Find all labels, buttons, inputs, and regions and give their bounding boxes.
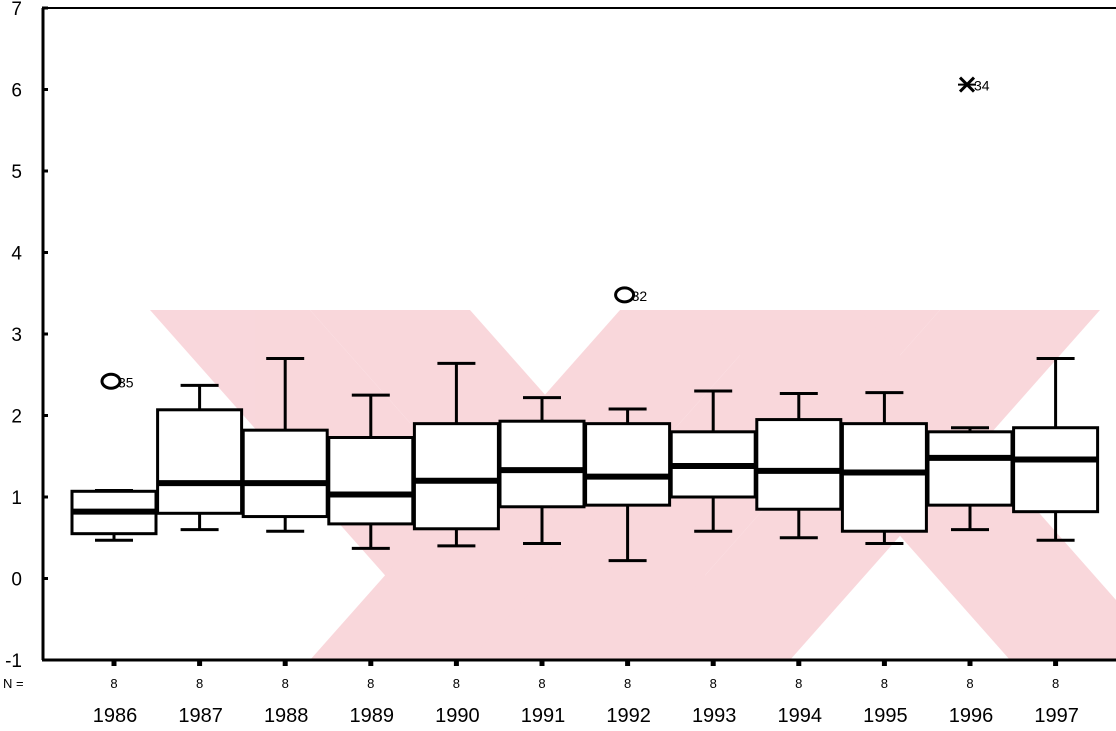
n-prefix-label: N = [3,676,24,691]
outlier-1996: 34 [958,76,990,94]
n-count-label: 8 [1052,676,1059,691]
box-1993 [669,389,757,533]
n-count-label: 8 [966,676,973,691]
category-label: 1994 [778,705,823,727]
category-label: 1989 [350,705,395,727]
x-axis-labels: 8 1986 8 1987 8 1988 8 1989 8 1990 8 1991 8 1992 8 1993… [93,660,1079,727]
iqr-box [755,418,843,511]
category-label: 1992 [606,705,651,727]
n-count-label: 8 [624,676,631,691]
box-1997 [1012,356,1100,542]
iqr-box [241,428,329,519]
y-tick-label: 4 [11,244,22,265]
outlier-label: 32 [632,288,648,304]
outlier-circle-marker [100,372,122,390]
category-label: 1993 [692,705,737,727]
y-axis-ticks: -1 0 1 2 3 4 5 6 7 [5,0,48,672]
y-tick-label: 0 [11,570,22,591]
box-1995 [840,391,928,545]
n-count-label: 8 [881,676,888,691]
y-tick-label: 5 [11,162,22,183]
box-series [70,356,1100,563]
n-count-label: 8 [196,676,203,691]
outlier-points: 35 32 34 [100,76,990,390]
box-1986 [70,488,158,542]
iqr-box [412,422,500,531]
iqr-box [840,422,928,533]
category-label: 1987 [178,705,223,727]
n-count-label: 8 [795,676,802,691]
outlier-label: 34 [974,78,990,94]
n-count-label: 8 [367,676,374,691]
box-1987 [156,383,244,532]
y-tick-label: -1 [5,651,22,672]
iqr-box [498,419,586,509]
box-1988 [241,356,329,533]
box-1996 [926,426,1014,532]
category-label: 1991 [521,705,566,727]
y-tick-label: 3 [11,325,22,346]
category-label: 1988 [264,705,309,727]
y-tick-label: 7 [11,0,22,20]
outlier-1986: 35 [100,372,134,390]
outlier-circle-marker [614,286,636,304]
outlier-1992: 32 [614,286,648,304]
category-label: 1995 [863,705,908,727]
category-label: 1990 [435,705,480,727]
n-count-label: 8 [453,676,460,691]
category-label: 1997 [1034,705,1079,727]
y-tick-label: 1 [11,488,22,509]
iqr-box [327,436,415,526]
box-1991 [498,396,586,545]
iqr-box [926,430,1014,507]
box-1989 [327,393,415,550]
n-count-label: 8 [110,676,117,691]
y-tick-label: 2 [11,407,22,428]
iqr-box [156,408,244,515]
iqr-box [584,422,672,507]
box-1992 [584,407,672,563]
box-1990 [412,361,500,548]
box-1994 [755,391,843,540]
y-tick-label: 6 [11,81,22,102]
n-count-label: 8 [538,676,545,691]
n-count-label: 8 [282,676,289,691]
outlier-label: 35 [118,374,134,390]
iqr-box [1012,426,1100,514]
category-label: 1996 [949,705,994,727]
category-label: 1986 [93,705,138,727]
n-count-label: 8 [710,676,717,691]
